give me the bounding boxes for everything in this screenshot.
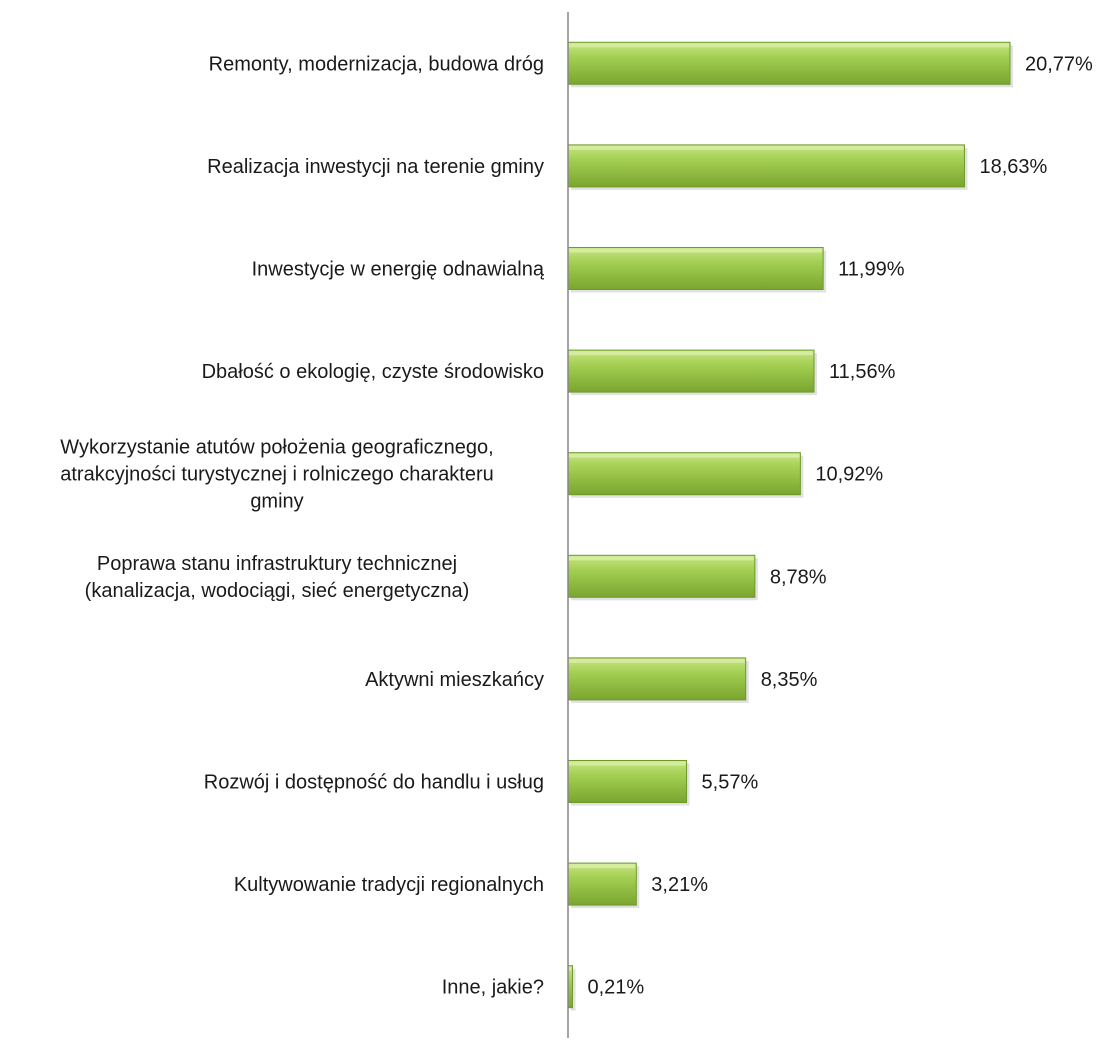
category-label: Kultywowanie tradycji regionalnych — [234, 874, 544, 896]
value-label: 20,77% — [1025, 53, 1093, 75]
category-label-line: Poprawa stanu infrastruktury technicznej — [97, 553, 457, 575]
bar — [567, 554, 756, 598]
bar-shadow — [571, 968, 576, 1011]
value-label: 18,63% — [979, 156, 1047, 178]
category-label: Rozwój i dostępność do handlu i usług — [204, 772, 544, 794]
category-label-line: Remonty, modernizacja, budowa dróg — [209, 53, 544, 75]
category-label-line: Wykorzystanie atutów położenia geografic… — [60, 437, 493, 459]
value-label: 11,56% — [829, 361, 896, 383]
category-label: Remonty, modernizacja, budowa dróg — [209, 53, 544, 75]
category-label-line: Inwestycje w energię odnawialną — [252, 259, 545, 281]
category-label: Poprawa stanu infrastruktury technicznej… — [85, 553, 470, 602]
category-label: Inwestycje w energię odnawialną — [252, 259, 545, 281]
bar — [567, 41, 1011, 85]
category-label: Dbałość o ekologię, czyste środowisko — [202, 361, 544, 383]
category-label: Realizacja inwestycji na terenie gminy — [207, 156, 544, 178]
value-label: 11,99% — [838, 259, 905, 281]
category-label-line: (kanalizacja, wodociągi, sieć energetycz… — [85, 580, 470, 602]
category-label-line: Rozwój i dostępność do handlu i usług — [204, 772, 544, 794]
bar — [567, 452, 801, 496]
bar-highlight — [569, 966, 572, 971]
value-label: 8,78% — [770, 566, 827, 588]
category-labels: Remonty, modernizacja, budowa dróg Realiz… — [60, 53, 545, 998]
value-label: 3,21% — [651, 874, 708, 896]
category-label-line: Kultywowanie tradycji regionalnych — [234, 874, 544, 896]
category-label-line: Aktywni mieszkańcy — [365, 669, 544, 691]
category-label-line: Inne, jakie? — [442, 977, 544, 999]
bar-highlight — [569, 864, 636, 869]
value-label: 8,35% — [761, 669, 818, 691]
category-label: Inne, jakie? — [442, 977, 544, 999]
bar-highlight — [569, 43, 1009, 48]
bar-highlight — [569, 556, 754, 561]
bar-highlight — [569, 248, 823, 253]
category-label-line: Dbałość o ekologię, czyste środowisko — [202, 361, 544, 383]
category-label-line: gminy — [250, 491, 303, 513]
bars — [567, 41, 1013, 1011]
value-labels: 20,77% 18,63% 11,99% 11,56% 10,92% 8,78% 8,35%… — [587, 53, 1093, 998]
bar — [567, 862, 637, 906]
bar-highlight — [569, 145, 964, 150]
bar — [567, 247, 824, 290]
value-label: 5,57% — [702, 772, 759, 794]
category-label: Wykorzystanie atutów położenia geografic… — [60, 437, 494, 513]
value-label: 10,92% — [815, 464, 883, 486]
bar — [567, 144, 965, 188]
bar-highlight — [569, 658, 745, 663]
bar — [567, 657, 747, 701]
category-label-line: atrakcyjności turystycznej i rolniczego … — [60, 464, 494, 486]
bar-highlight — [569, 453, 800, 458]
bar-highlight — [569, 761, 686, 766]
category-label-line: Realizacja inwestycji na terenie gminy — [207, 156, 544, 178]
bar — [567, 349, 815, 393]
bar-highlight — [569, 351, 814, 356]
bar — [567, 760, 688, 803]
value-label: 0,21% — [587, 977, 644, 999]
category-label: Aktywni mieszkańcy — [365, 669, 544, 691]
